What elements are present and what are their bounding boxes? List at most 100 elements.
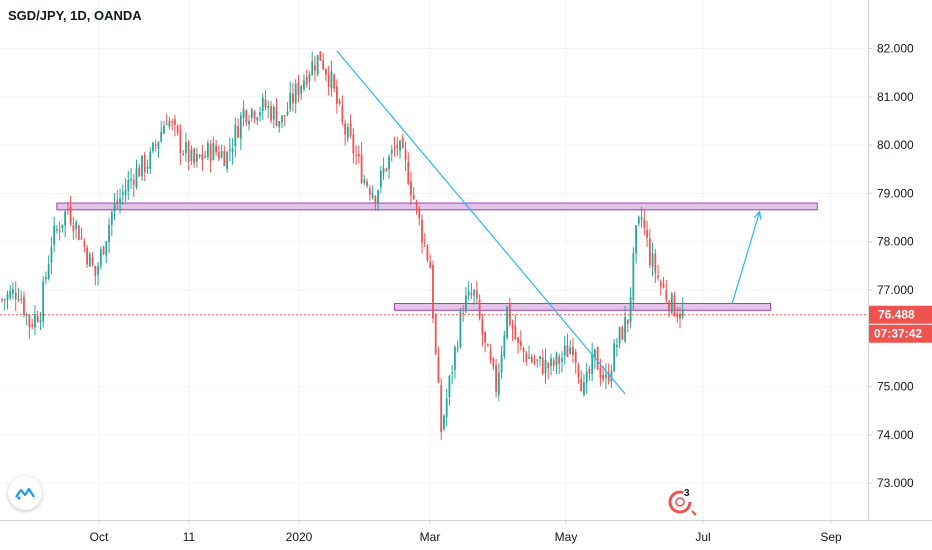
candle-body [165, 124, 168, 126]
symbol-title[interactable]: SGD/JPY, 1D, OANDA [8, 8, 142, 23]
candle-body [204, 155, 207, 158]
candle-body [393, 147, 396, 149]
candle-body [110, 212, 113, 226]
candle-body [130, 178, 132, 181]
candle-body [558, 356, 561, 364]
candle-body [182, 153, 185, 155]
candle-body [489, 349, 492, 361]
y-tick-label: 81.000 [877, 90, 914, 104]
candle-body [352, 134, 355, 154]
y-tick-label: 78.000 [877, 235, 914, 249]
candle-body [325, 69, 327, 75]
projection-arrow [731, 211, 761, 304]
y-tick-label: 79.000 [877, 186, 914, 200]
candle-body [388, 156, 390, 170]
candle-body [64, 211, 67, 226]
trend-line [336, 50, 626, 395]
candle-body [292, 93, 294, 104]
candle-body [371, 193, 374, 198]
candle-body [506, 306, 508, 338]
candle-body [28, 315, 31, 328]
candle-body [190, 149, 193, 161]
candle-body [632, 253, 635, 300]
candle-body [673, 295, 676, 317]
candle-body [662, 284, 665, 288]
candle-body [412, 195, 415, 199]
candle-body [256, 117, 259, 121]
candle-body [12, 289, 14, 294]
candle-body [363, 179, 366, 184]
candle-body [209, 144, 212, 161]
x-tick-label: Sep [820, 530, 842, 544]
candle-body [61, 224, 64, 229]
candle-body [335, 86, 338, 104]
candle-body [418, 208, 421, 219]
candle-body [679, 313, 681, 319]
candle-body [613, 343, 616, 372]
candle-body [195, 154, 198, 162]
candle-body [278, 121, 281, 128]
candle-body [267, 106, 270, 108]
candle-body [547, 363, 550, 369]
candle-body [519, 341, 522, 347]
candle-body [615, 345, 618, 347]
candle-body [626, 319, 629, 324]
candle-body [473, 289, 476, 296]
candle-body [23, 296, 25, 315]
candle-body [248, 120, 250, 125]
candle-body [410, 181, 412, 196]
candle-body [45, 276, 47, 279]
candle-body [56, 229, 58, 231]
candle-body [163, 125, 165, 134]
last-price-label: 76.488 [878, 308, 915, 322]
candle-body [640, 217, 643, 220]
candle-body [223, 151, 226, 167]
candle-body [514, 325, 517, 339]
candle-body [486, 344, 489, 347]
candle-body [602, 374, 605, 380]
candle-body [659, 281, 662, 286]
candle-body [355, 155, 358, 157]
candle-body [583, 382, 585, 395]
candle-body [138, 167, 141, 177]
candle-body [544, 359, 547, 374]
candle-body [624, 317, 627, 342]
candle-body [39, 320, 42, 323]
tradingview-logo-button[interactable] [8, 476, 42, 510]
candle-body [226, 151, 228, 169]
x-tick-label: Oct [90, 530, 109, 544]
candle-body [316, 55, 319, 75]
candle-body [465, 295, 467, 312]
candle-body [275, 107, 278, 126]
candle-body [569, 347, 572, 354]
candle-body [297, 81, 300, 96]
candle-body [314, 65, 316, 71]
countdown-label: 07:37:42 [874, 327, 922, 341]
candle-body [36, 316, 39, 322]
candle-body [83, 241, 86, 247]
candle-body [135, 167, 138, 188]
last-price-tag: 76.488 [869, 305, 932, 324]
candle-body [563, 345, 566, 356]
candle-body [462, 312, 465, 314]
candle-body [426, 245, 429, 260]
candle-body [14, 292, 17, 300]
candle-body [448, 375, 451, 398]
candle-body [239, 115, 242, 139]
event-dot-icon [675, 497, 685, 507]
candle-body [572, 347, 574, 356]
x-tick-label: 2020 [286, 530, 313, 544]
candle-body [179, 131, 182, 154]
candle-body [594, 349, 596, 358]
candle-body [421, 219, 423, 243]
candle-body [308, 74, 311, 82]
economic-events-marker[interactable]: 3 [666, 485, 698, 517]
candle-body [605, 374, 607, 378]
candle-body [555, 353, 558, 366]
candle-body [382, 168, 385, 174]
candle-body [344, 123, 347, 135]
candle-body [20, 298, 23, 301]
candle-body [300, 86, 303, 95]
candle-body [470, 293, 473, 296]
